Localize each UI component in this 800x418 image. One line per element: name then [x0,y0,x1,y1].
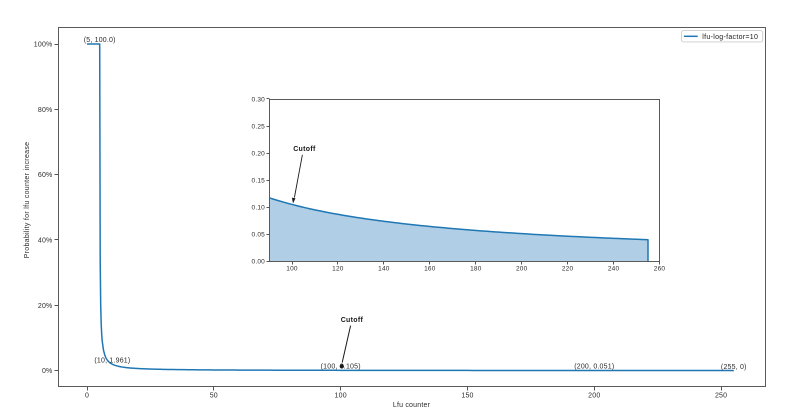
svg-text:Cutoff: Cutoff [341,317,364,324]
svg-text:60%: 60% [38,172,53,179]
svg-text:50: 50 [210,393,218,400]
svg-text:220: 220 [562,265,574,272]
svg-text:250: 250 [715,393,727,400]
svg-text:160: 160 [424,265,436,272]
svg-text:0.25: 0.25 [252,123,266,130]
svg-text:Probability for lfu counter in: Probability for lfu counter increase [24,142,31,259]
svg-text:100%: 100% [34,42,53,49]
svg-text:240: 240 [608,265,620,272]
svg-text:0.00: 0.00 [252,259,266,266]
svg-text:20%: 20% [38,303,53,310]
svg-text:0%: 0% [42,368,53,375]
svg-text:100: 100 [335,393,347,400]
svg-text:200: 200 [588,393,600,400]
svg-text:(5, 100.0): (5, 100.0) [84,37,116,44]
svg-text:140: 140 [378,265,390,272]
svg-text:Cutoff: Cutoff [293,146,316,153]
svg-text:40%: 40% [38,238,53,245]
svg-text:lfu-log-factor=10: lfu-log-factor=10 [702,34,758,41]
svg-text:200: 200 [516,265,528,272]
svg-text:120: 120 [332,265,344,272]
svg-text:(200, 0.051): (200, 0.051) [574,364,614,371]
svg-text:180: 180 [470,265,482,272]
svg-text:(255, 0): (255, 0) [721,364,747,371]
svg-text:0: 0 [85,393,89,400]
svg-text:(10, 1.961): (10, 1.961) [94,357,130,364]
svg-text:0.20: 0.20 [252,150,266,157]
svg-text:0.10: 0.10 [252,205,266,212]
svg-text:0.15: 0.15 [252,177,266,184]
svg-text:Lfu counter: Lfu counter [393,402,431,409]
svg-text:150: 150 [461,393,473,400]
svg-text:0.05: 0.05 [252,232,266,239]
svg-text:260: 260 [654,265,666,272]
svg-text:0.30: 0.30 [252,96,266,103]
svg-text:100: 100 [286,265,298,272]
svg-text:80%: 80% [38,107,53,114]
